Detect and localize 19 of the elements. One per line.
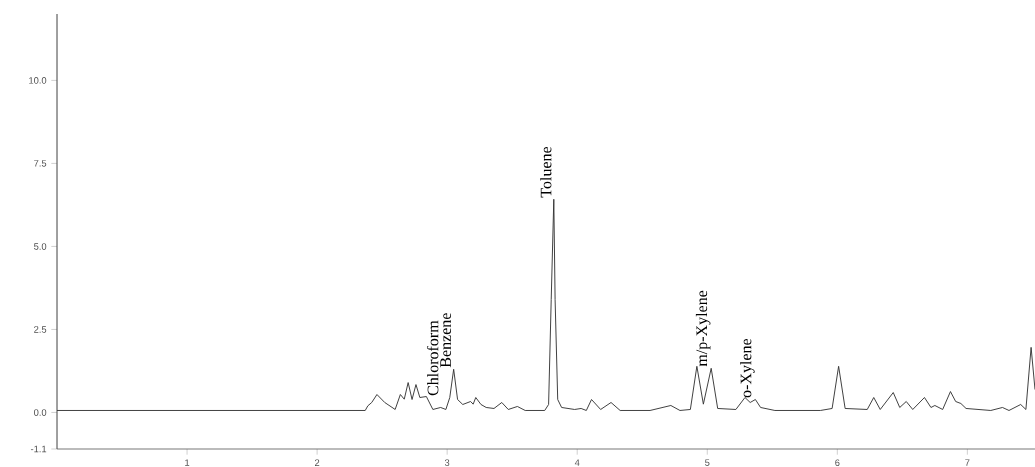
x-tick-label: 7: [965, 459, 970, 466]
x-tick-label: 4: [574, 459, 580, 466]
y-tick-label: 2.5: [34, 326, 47, 333]
y-tick-label: 0.0: [33, 409, 47, 416]
annotation: Toluene: [540, 146, 552, 198]
y-tick-label: 10.0: [29, 77, 47, 84]
annotation: Chloroform: [426, 320, 439, 396]
annotation: o-Xylene: [740, 338, 755, 398]
y-tick-label: 7.5: [34, 160, 47, 167]
x-tick-label: 2: [314, 459, 320, 466]
x-tick-label: 1: [185, 459, 190, 466]
y-tick-label: 5.0: [34, 243, 47, 250]
annotation: m/p-Xylene: [695, 290, 711, 367]
x-tick-label: 5: [705, 459, 710, 466]
annotation: Benzene: [440, 313, 451, 368]
x-tick-label: 6: [835, 459, 840, 466]
y-tick-label: -1.1: [30, 445, 47, 453]
x-tick-label: 3: [444, 459, 450, 466]
line-series: [56, 198, 1035, 411]
